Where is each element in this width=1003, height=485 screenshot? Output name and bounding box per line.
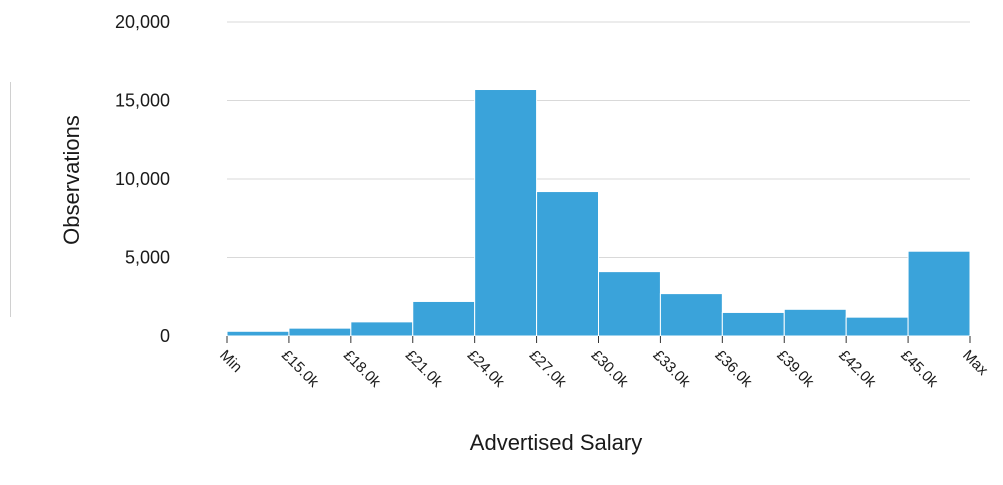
y-tick-label: 15,000	[115, 91, 170, 111]
x-tick-label: £42.0k	[835, 347, 879, 391]
histogram-bar[interactable]	[474, 89, 538, 337]
y-tick-label: 20,000	[115, 12, 170, 32]
bars	[226, 89, 971, 337]
x-tick-label: £24.0k	[464, 347, 508, 391]
x-tick-label: £18.0k	[340, 347, 384, 391]
histogram-bar[interactable]	[350, 321, 414, 337]
y-axis-ticks: 0 5,000 10,000 15,000 20,000	[115, 12, 170, 346]
histogram-bar[interactable]	[598, 271, 661, 337]
y-tick-label: 10,000	[115, 169, 170, 189]
x-axis-title: Advertised Salary	[470, 430, 642, 455]
histogram-bar[interactable]	[226, 330, 290, 337]
x-tick-label: £33.0k	[650, 347, 694, 391]
histogram-bar[interactable]	[845, 316, 909, 337]
histogram-bar[interactable]	[412, 300, 476, 337]
histogram-bar[interactable]	[907, 250, 971, 337]
histogram-bar[interactable]	[721, 311, 785, 337]
x-tick-label: £30.0k	[588, 347, 632, 391]
histogram-bar[interactable]	[659, 293, 723, 337]
side-divider	[10, 82, 11, 317]
x-tick-label: £36.0k	[712, 347, 756, 391]
x-tick-label: £45.0k	[897, 347, 941, 391]
y-tick-label: 5,000	[125, 248, 170, 268]
x-axis-ticks: Min £15.0k £18.0k £21.0k £24.0k £27.0k £30.0k £…	[216, 336, 992, 391]
x-tick-label: Min	[216, 347, 245, 376]
x-tick-label: £15.0k	[278, 347, 322, 391]
histogram-bar[interactable]	[536, 191, 599, 337]
x-tick-label: £39.0k	[773, 347, 817, 391]
y-axis-title: Observations	[59, 115, 84, 245]
histogram-bar[interactable]	[783, 308, 847, 337]
histogram-bar[interactable]	[288, 327, 352, 337]
y-tick-label: 0	[160, 326, 170, 346]
x-tick-label: £21.0k	[402, 347, 446, 391]
x-tick-label: £27.0k	[526, 347, 570, 391]
x-tick-label: Max	[959, 347, 991, 379]
